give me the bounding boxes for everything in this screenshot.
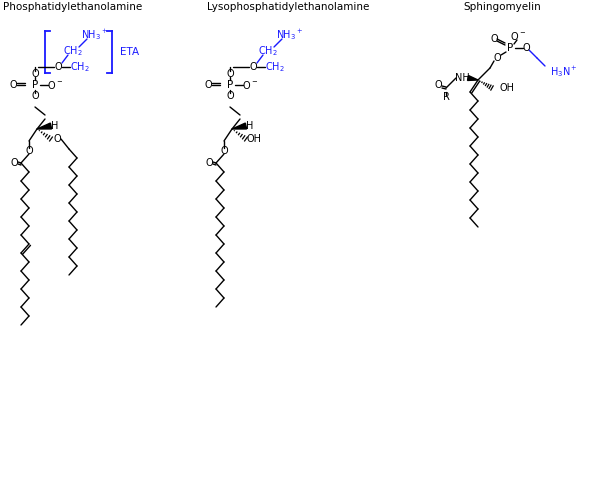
Text: Sphingomyelin: Sphingomyelin [463,2,541,12]
Text: CH$_2$: CH$_2$ [70,60,90,74]
Text: P: P [32,80,38,90]
Text: P: P [507,43,513,53]
Text: NH: NH [455,73,469,83]
Text: O: O [25,146,33,156]
Text: Lysophosphatidylethanolamine: Lysophosphatidylethanolamine [207,2,370,12]
Text: OH: OH [500,83,515,93]
Text: O$^-$: O$^-$ [242,79,258,91]
Text: O: O [205,158,213,168]
Polygon shape [467,75,478,80]
Text: O: O [10,158,18,168]
Text: CH$_2$: CH$_2$ [63,44,83,58]
Text: O: O [53,134,61,144]
Text: O: O [226,69,234,79]
Text: O: O [249,62,257,72]
Text: O: O [493,53,501,63]
Text: CH$_2$: CH$_2$ [258,44,278,58]
Text: O: O [226,91,234,101]
Text: O: O [522,43,530,53]
Text: O: O [490,34,498,44]
Polygon shape [37,123,52,129]
Text: O: O [220,146,228,156]
Text: H$_3$N$^+$: H$_3$N$^+$ [550,64,578,79]
Text: H: H [247,121,254,131]
Text: P: P [227,80,233,90]
Text: Phosphatidylethanolamine: Phosphatidylethanolamine [3,2,142,12]
Text: CH$_2$: CH$_2$ [265,60,285,74]
Text: O: O [31,91,39,101]
Text: ETA: ETA [120,47,139,57]
Text: R: R [443,92,449,102]
Text: NH$_3$$^+$: NH$_3$$^+$ [277,28,304,42]
Text: OH: OH [247,134,262,144]
Text: O: O [9,80,17,90]
Text: O: O [54,62,62,72]
Text: O$^-$: O$^-$ [510,30,526,42]
Text: NH$_3$$^+$: NH$_3$$^+$ [82,28,109,42]
Text: H: H [52,121,59,131]
Text: O: O [31,69,39,79]
Text: O$^-$: O$^-$ [47,79,63,91]
Polygon shape [232,123,247,129]
Text: O: O [434,80,442,90]
Text: O: O [204,80,212,90]
